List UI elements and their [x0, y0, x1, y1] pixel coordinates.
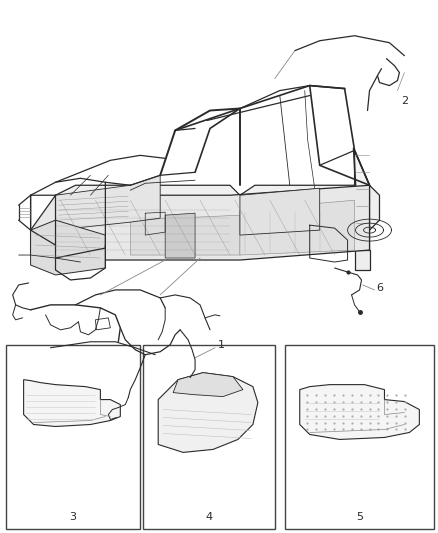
Polygon shape	[173, 373, 243, 397]
Polygon shape	[300, 385, 419, 439]
Text: 5: 5	[356, 512, 363, 522]
Bar	[6, 345, 140, 529]
Bar	[285, 345, 434, 529]
Polygon shape	[56, 185, 240, 230]
Text: 2: 2	[401, 95, 409, 106]
Polygon shape	[24, 379, 120, 426]
Polygon shape	[158, 373, 258, 453]
Polygon shape	[165, 213, 195, 258]
Polygon shape	[56, 175, 160, 230]
Polygon shape	[240, 188, 320, 235]
Polygon shape	[31, 185, 370, 260]
Polygon shape	[31, 220, 106, 275]
Polygon shape	[355, 150, 370, 250]
Polygon shape	[240, 185, 379, 230]
Text: 4: 4	[205, 512, 212, 522]
Text: 1: 1	[218, 340, 225, 350]
Text: 3: 3	[70, 512, 77, 522]
Polygon shape	[355, 250, 370, 270]
Polygon shape	[130, 215, 240, 255]
Polygon shape	[240, 200, 355, 255]
Text: 6: 6	[377, 283, 384, 293]
Bar	[143, 345, 275, 529]
Polygon shape	[95, 318, 110, 330]
